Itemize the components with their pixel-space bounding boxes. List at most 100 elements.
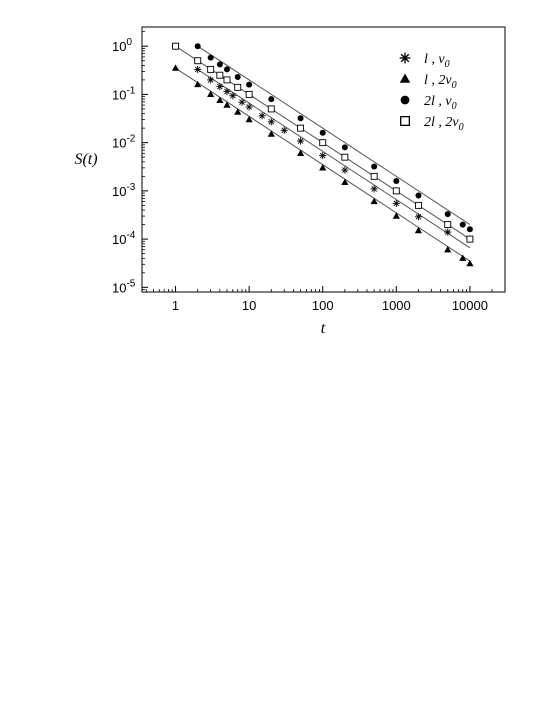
legend-label: 2l , 2v0: [424, 115, 464, 133]
y-tick-label: 10-2: [112, 134, 136, 151]
fit-line-4: [197, 68, 471, 249]
point-triangle-4: [216, 96, 224, 104]
legend-marker-square: [399, 115, 411, 127]
point-asterisk-13: [319, 151, 327, 160]
x-tick-label: 100: [312, 298, 334, 313]
point-asterisk-18: [444, 228, 452, 236]
point-circle-13: [415, 192, 422, 199]
point-asterisk-4: [216, 83, 224, 91]
point-circle-4: [223, 66, 230, 73]
point-circle-12: [393, 178, 400, 185]
point-square-6: [234, 83, 242, 91]
point-triangle-7: [245, 115, 253, 123]
series-triangle: [171, 64, 474, 267]
point-asterisk-10: [267, 118, 275, 126]
y-axis-title: S(t): [74, 151, 97, 168]
series-square: [172, 42, 474, 243]
point-asterisk-17: [414, 213, 423, 221]
point-circle-2: [207, 54, 214, 61]
point-square-5: [223, 76, 231, 84]
point-square-3: [207, 65, 215, 73]
point-circle-8: [297, 115, 304, 122]
point-triangle-3: [207, 90, 215, 98]
point-square-11: [341, 153, 349, 161]
legend-label: l , 2v0: [424, 73, 457, 91]
legend-entry-asterisk: l , v0: [399, 52, 450, 70]
point-square-8: [267, 105, 275, 113]
point-triangle-14: [414, 226, 423, 234]
point-circle-5: [234, 73, 241, 80]
series-circle: [194, 43, 473, 233]
point-triangle-8: [267, 130, 275, 137]
point-triangle-10: [319, 164, 327, 171]
y-tick-label: 10-1: [112, 85, 136, 102]
x-axis-title: t: [321, 320, 326, 337]
point-asterisk-2: [194, 65, 202, 74]
x-tick-label: 10: [242, 298, 256, 313]
point-asterisk-11: [280, 126, 288, 134]
legend-entry-square: 2l , 2v0: [399, 115, 464, 133]
y-tick-label: 10-4: [112, 230, 136, 247]
point-triangle-12: [370, 197, 378, 205]
point-square-9: [297, 124, 305, 132]
series-asterisk: [171, 42, 474, 243]
point-square-10: [319, 139, 327, 147]
point-circle-7: [268, 96, 275, 103]
point-square-16: [466, 235, 474, 243]
point-asterisk-5: [223, 87, 231, 96]
point-asterisk-8: [245, 103, 253, 111]
point-square-15: [444, 221, 452, 229]
point-circle-1: [194, 43, 201, 50]
legend-label: 2l , v0: [424, 94, 457, 112]
point-triangle-1: [171, 64, 180, 71]
point-circle-3: [216, 61, 223, 68]
point-asterisk-7: [238, 98, 246, 106]
point-asterisk-14: [341, 166, 349, 174]
point-square-4: [216, 71, 224, 79]
legend: l , v0 l , 2v0 2l , v0 2l , 2v0: [399, 52, 464, 133]
legend-marker-asterisk: [399, 52, 411, 64]
point-triangle-13: [392, 212, 400, 219]
legend-entry-circle: 2l , v0: [400, 94, 457, 112]
legend-marker-circle: [400, 95, 410, 105]
series-layer: [171, 42, 474, 267]
point-triangle-17: [466, 259, 474, 267]
point-circle-16: [466, 226, 473, 233]
point-asterisk-16: [392, 199, 400, 207]
y-tick-label: 10-3: [112, 182, 136, 199]
point-asterisk-12: [296, 137, 305, 145]
point-triangle-9: [296, 149, 305, 156]
x-tick-label: 1000: [382, 298, 411, 313]
legend-label: l , v0: [424, 52, 450, 70]
plot-frame: [141, 26, 506, 293]
point-circle-9: [319, 129, 326, 136]
point-circle-14: [444, 211, 451, 218]
legend-marker-triangle: [399, 73, 411, 83]
point-triangle-6: [234, 108, 242, 115]
point-triangle-5: [223, 101, 231, 108]
point-circle-6: [246, 81, 253, 88]
y-tick-label: 100: [112, 37, 132, 54]
point-circle-15: [459, 221, 466, 228]
point-asterisk-6: [229, 92, 237, 100]
x-tick-label: 10000: [452, 298, 488, 313]
point-circle-10: [341, 144, 348, 151]
point-square-13: [392, 187, 400, 195]
fit-line-2: [197, 45, 471, 225]
point-asterisk-3: [207, 76, 215, 84]
point-square-1: [172, 42, 179, 50]
point-triangle-11: [341, 178, 349, 185]
y-axis: 100 10-1 10-2 10-3 10-4 10-5: [112, 31, 148, 295]
point-triangle-15: [444, 245, 452, 253]
point-asterisk-15: [370, 185, 378, 193]
point-square-12: [370, 172, 378, 180]
point-square-2: [194, 57, 202, 65]
point-triangle-2: [194, 80, 202, 88]
legend-entry-triangle: l , 2v0: [399, 73, 457, 91]
x-axis: 1 10 100 1000 10000: [145, 286, 506, 313]
point-circle-11: [371, 163, 378, 170]
point-square-14: [415, 201, 422, 209]
point-square-7: [245, 90, 253, 98]
point-triangle-16: [459, 254, 467, 261]
